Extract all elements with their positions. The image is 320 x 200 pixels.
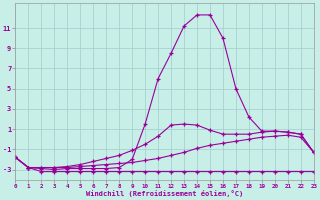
X-axis label: Windchill (Refroidissement éolien,°C): Windchill (Refroidissement éolien,°C) [86, 190, 243, 197]
